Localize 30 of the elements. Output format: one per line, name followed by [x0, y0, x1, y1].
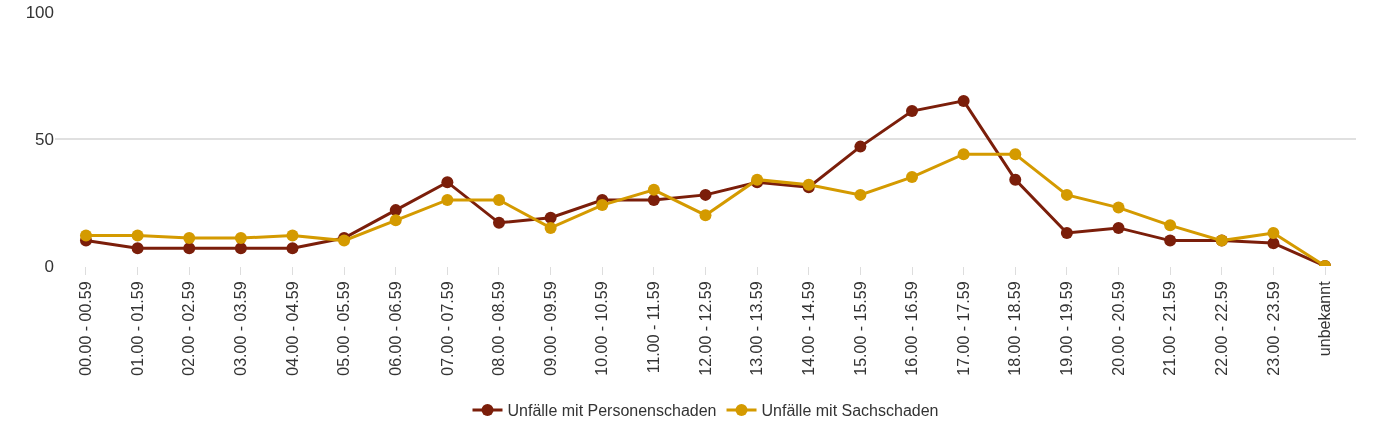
x-tick-label: 19.00 - 19.59	[1058, 281, 1076, 376]
x-tick-label: 18.00 - 18.59	[1006, 281, 1024, 376]
legend-label: Unfälle mit Personenschaden	[507, 402, 717, 420]
x-tick-label: 13.00 - 13.59	[748, 281, 766, 376]
x-tick-label: 16.00 - 16.59	[903, 281, 921, 376]
x-tick-label: 03.00 - 03.59	[232, 281, 250, 376]
x-tick-label: 20.00 - 20.59	[1109, 281, 1127, 376]
x-tick-label: 08.00 - 08.59	[490, 281, 508, 376]
x-tick-label: 07.00 - 07.59	[438, 281, 456, 376]
x-tick-label: 22.00 - 22.59	[1212, 281, 1230, 376]
x-tick-label: 09.00 - 09.59	[541, 281, 559, 376]
x-tick-label: 15.00 - 15.59	[851, 281, 869, 376]
legend-label: Unfälle mit Sachschaden	[761, 402, 939, 420]
x-tick-label: 11.00 - 11.59	[645, 281, 663, 374]
x-tick-label: unbekannt	[1316, 280, 1334, 357]
x-tick-label: 06.00 - 06.59	[386, 281, 404, 376]
x-tick-label: 10.00 - 10.59	[593, 281, 611, 376]
x-tick-label: 14.00 - 14.59	[799, 281, 817, 376]
x-tick-label: 21.00 - 21.59	[1161, 281, 1179, 376]
y-tick-label: 100	[25, 2, 54, 22]
x-tick-label: 04.00 - 04.59	[283, 281, 301, 376]
x-tick-label: 23.00 - 23.59	[1264, 281, 1282, 376]
x-tick-label: 05.00 - 05.59	[335, 281, 353, 376]
x-tick-label: 00.00 - 00.59	[77, 281, 95, 376]
x-tick-label: 12.00 - 12.59	[696, 281, 714, 376]
x-tick-label: 01.00 - 01.59	[128, 281, 146, 376]
x-tick-label: 02.00 - 02.59	[180, 281, 198, 376]
x-tick-label: 17.00 - 17.59	[954, 281, 972, 376]
y-tick-label: 50	[35, 129, 54, 149]
y-tick-label: 0	[44, 256, 54, 276]
